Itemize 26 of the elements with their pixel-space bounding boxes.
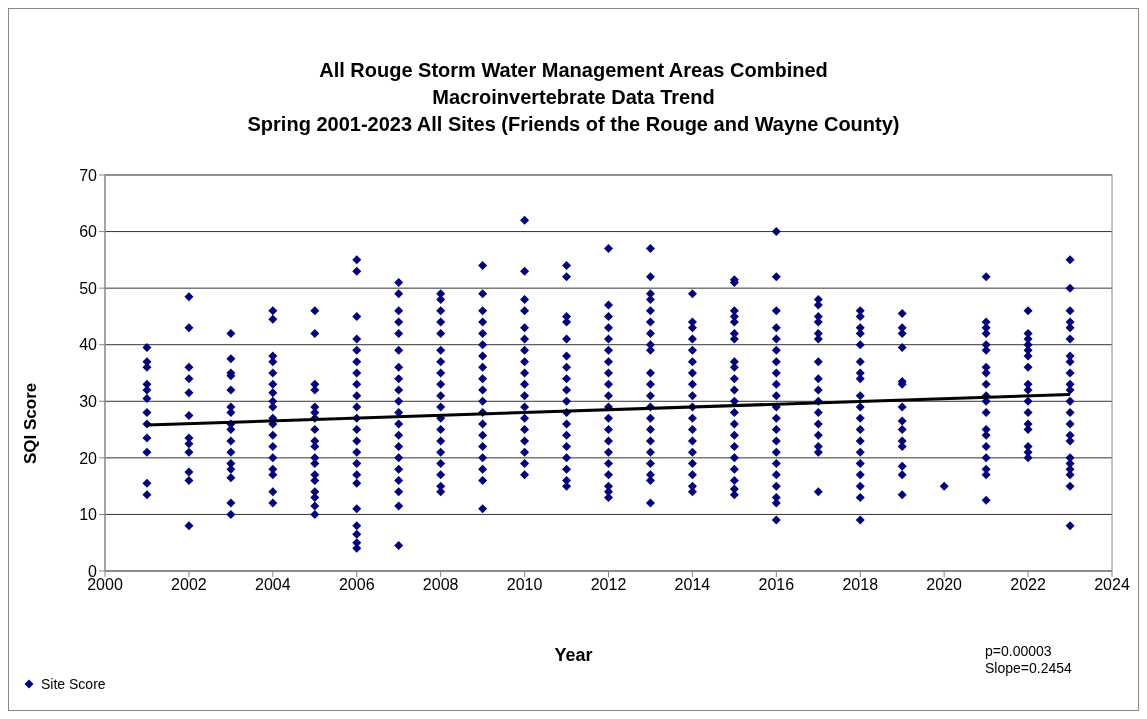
- y-tick-label: 70: [79, 166, 98, 184]
- y-tick-label: 60: [79, 223, 98, 241]
- x-axis-title: Year: [554, 645, 593, 665]
- y-tick-label: 30: [79, 392, 98, 410]
- x-tick-label: 2006: [338, 576, 375, 594]
- x-tick-label: 2022: [1010, 576, 1046, 594]
- x-tick-label: 2024: [1094, 576, 1130, 594]
- x-tick-label: 2000: [87, 576, 123, 594]
- x-tick-label: 2020: [926, 576, 963, 594]
- y-tick-label: 20: [79, 449, 98, 467]
- x-tick-label: 2002: [171, 576, 207, 594]
- chart-title: All Rouge Storm Water Management Areas Combined Macroinvertebrate Data Trend Spring 2001-2023 All Sites (Friends of the Rouge and Wayne County): [246, 58, 901, 137]
- y-tick-label: 40: [79, 336, 98, 354]
- text: Slope=0.2454: [985, 660, 1072, 677]
- legend-label: Site Score: [41, 676, 106, 692]
- y-tick-label: 50: [79, 279, 98, 297]
- y-tick-label: 10: [79, 506, 98, 524]
- x-tick-label: 2004: [255, 576, 291, 594]
- x-tick-label: 2018: [842, 576, 879, 594]
- x-tick-label: 2008: [422, 576, 459, 594]
- text: p=0.00003: [985, 643, 1053, 660]
- x-tick-label: 2010: [506, 576, 543, 594]
- x-tick-label: 2012: [590, 576, 627, 594]
- x-tick-label: 2016: [758, 576, 795, 594]
- x-tick-label: 2014: [674, 576, 711, 594]
- y-axis-title: SQI Score: [21, 382, 41, 464]
